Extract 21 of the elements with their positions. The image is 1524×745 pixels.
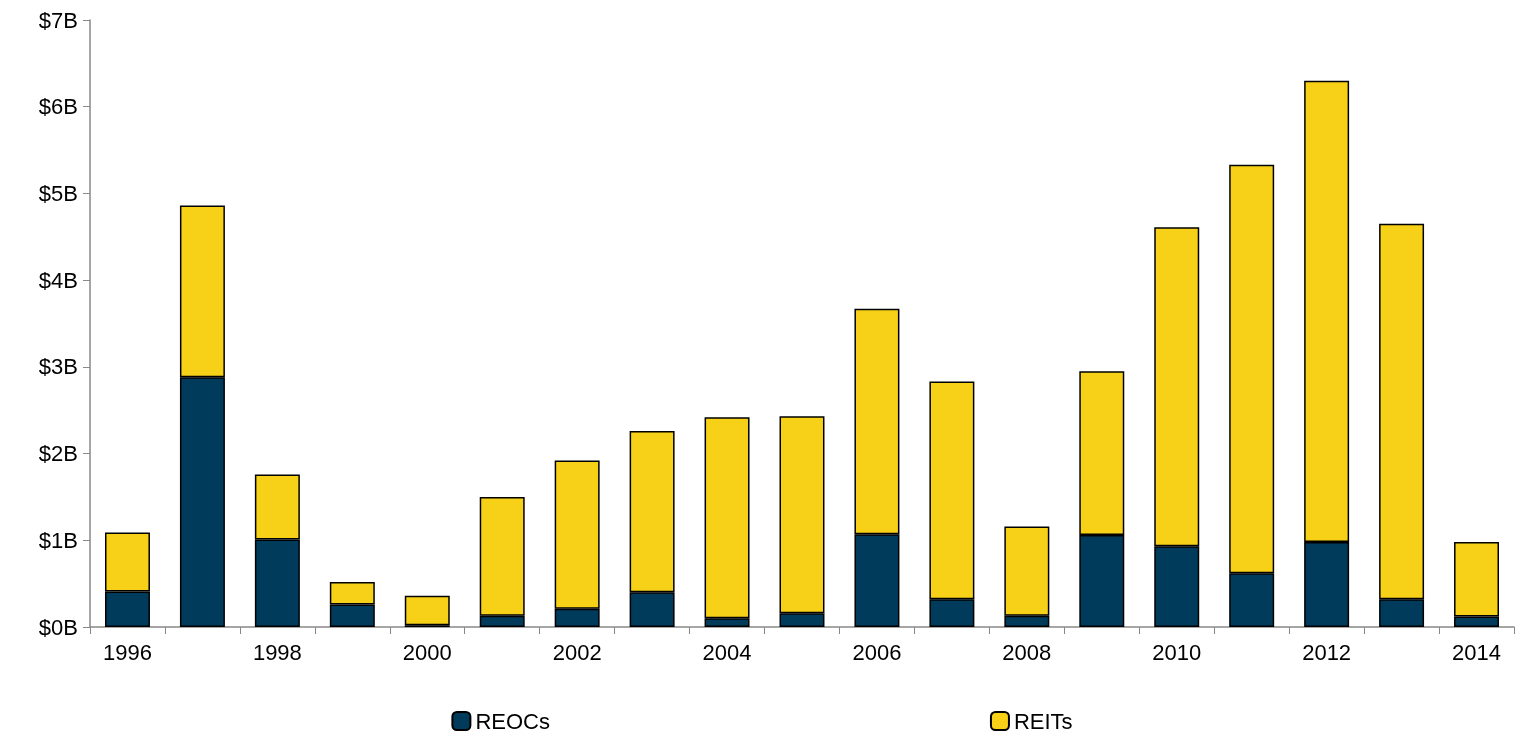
legend-label: REITs [1013,708,1073,734]
y-tick-label: $6B [38,94,78,120]
x-tick-label: 2008 [1002,639,1052,665]
x-tick-label: 2012 [1302,639,1352,665]
x-tick-label: 2010 [1152,639,1202,665]
y-tick-label: $4B [38,267,78,293]
x-tick-label: 2004 [702,639,752,665]
x-tick-label: 2006 [852,639,902,665]
x-tick-label: 2014 [1452,639,1501,665]
x-tick-label: 2002 [552,639,602,665]
y-tick-label: $1B [38,527,78,553]
x-tick-label: 1998 [252,639,302,665]
bar [404,595,450,626]
x-tick-label: 2000 [402,639,452,665]
y-tick-label: $7B [38,7,78,33]
y-tick-label: $0B [38,614,78,640]
legend-label: REOCs [475,708,550,734]
y-tick-label: $5B [38,180,78,206]
x-tick-label: 1996 [103,639,152,665]
y-tick-label: $3B [38,354,78,380]
y-tick-label: $2B [38,441,78,467]
